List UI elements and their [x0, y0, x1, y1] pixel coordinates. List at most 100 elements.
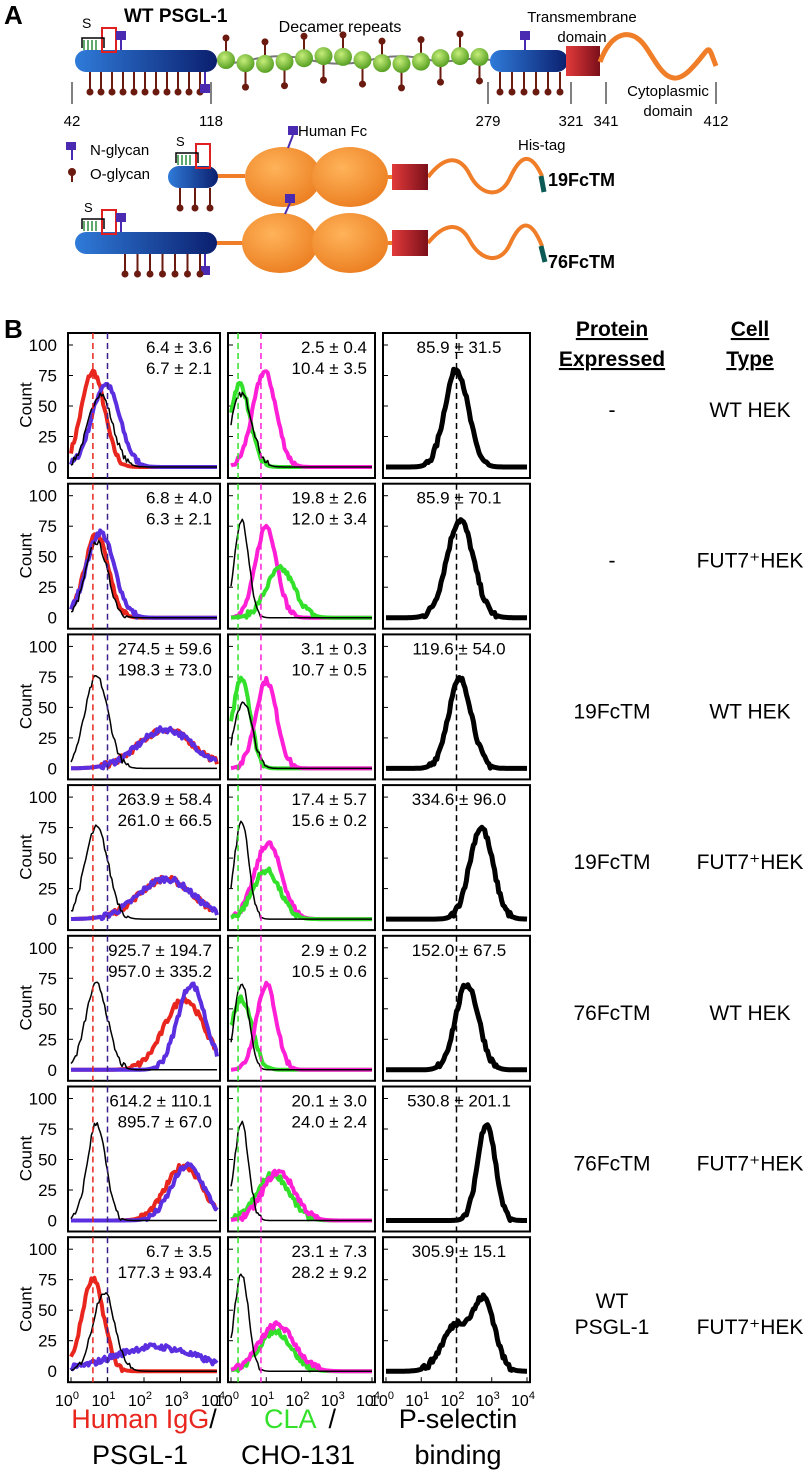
- o-glycan: [171, 270, 179, 278]
- x-tick-base: 10: [405, 1393, 423, 1410]
- o-glycan: [261, 38, 269, 46]
- o-glycan: [184, 270, 191, 278]
- protein-label: 76FcTM: [573, 1153, 650, 1176]
- mfi-label: 17.4 ± 5.7: [292, 790, 368, 809]
- x-tick-base: 10: [441, 1393, 459, 1410]
- y-tick-label: 25: [38, 1181, 57, 1200]
- y-tick-label: 25: [38, 729, 57, 748]
- histogram: [230, 1168, 373, 1223]
- histogram: [70, 875, 219, 922]
- x-tick-label: 101: [250, 1390, 274, 1410]
- y-tick-label: 75: [38, 517, 57, 536]
- histogram: [70, 675, 217, 770]
- protein-label: -: [609, 399, 616, 422]
- label: S: [82, 15, 91, 31]
- mfi-label: 152.0 ± 67.5: [412, 941, 506, 960]
- column-header: Expressed: [559, 348, 665, 371]
- label: S: [84, 200, 93, 215]
- n-glycan: [116, 213, 126, 222]
- mfi-label: 6.3 ± 2.1: [146, 510, 212, 529]
- legend-label: N-glycan: [90, 142, 149, 159]
- mfi-label: 614.2 ± 110.1: [109, 1092, 212, 1111]
- o-glycan: [185, 88, 193, 96]
- o-glycan: [163, 88, 171, 96]
- y-tick-label: 100: [29, 1240, 57, 1259]
- x-tick-exponent: 0: [233, 1390, 239, 1402]
- x-tick-exponent: 3: [494, 1390, 500, 1402]
- x-tick-base: 10: [286, 1393, 304, 1410]
- bead: [431, 49, 450, 68]
- o-glycan: [398, 84, 405, 92]
- o-glycan: [544, 88, 552, 96]
- x-tick-exponent: 0: [73, 1390, 79, 1402]
- x-tick-label: 104: [356, 1390, 380, 1410]
- o-glycan: [417, 36, 425, 44]
- o-glycan: [281, 82, 288, 90]
- x-tick-label: 102: [286, 1390, 310, 1410]
- mfi-label: 6.7 ± 3.5: [146, 1242, 212, 1261]
- bead: [236, 54, 255, 73]
- histogram: [69, 1342, 219, 1372]
- panel-label: A: [4, 0, 23, 30]
- x-tick-label: 102: [128, 1390, 152, 1410]
- x-tick-base: 10: [55, 1393, 73, 1410]
- histogram: [70, 1122, 217, 1222]
- cell-type: WT HEK: [709, 700, 790, 723]
- histogram: [230, 1170, 373, 1223]
- axis-title-part: /: [209, 1404, 217, 1434]
- cell-type: FUT7⁺HEK: [697, 550, 804, 573]
- construct-label: 19FcTM: [548, 170, 615, 190]
- axis-title: Count: [16, 683, 35, 729]
- panel-label: B: [4, 314, 23, 344]
- histogram: [70, 1161, 219, 1223]
- column-header: Protein: [576, 318, 648, 341]
- histogram: [230, 840, 373, 922]
- legend-label: O-glycan: [90, 166, 150, 183]
- x-tick-base: 10: [92, 1393, 110, 1410]
- mfi-label: 263.9 ± 58.4: [118, 790, 212, 809]
- 19fctm-diagram: [168, 126, 547, 207]
- y-tick-label: 0: [48, 1061, 57, 1080]
- x-tick-base: 10: [370, 1393, 388, 1410]
- histogram: [70, 1292, 217, 1372]
- column-header: Type: [726, 348, 773, 371]
- y-tick-label: 50: [38, 698, 57, 717]
- x-tick-label: 102: [441, 1390, 465, 1410]
- y-tick-label: 75: [38, 668, 57, 687]
- mfi-label: 198.3 ± 73.0: [118, 660, 212, 679]
- o-glycan: [159, 270, 166, 278]
- y-tick-label: 25: [38, 428, 57, 447]
- x-tick-exponent: 1: [423, 1390, 429, 1402]
- y-tick-label: 0: [48, 910, 57, 929]
- position-label: 118: [199, 113, 223, 130]
- o-glycan: [456, 30, 464, 38]
- x-tick-base: 10: [201, 1393, 219, 1410]
- histogram: [230, 1120, 372, 1222]
- bead: [353, 51, 372, 70]
- mfi-label: 895.7 ± 67.0: [118, 1113, 212, 1132]
- y-tick-label: 75: [38, 1120, 57, 1139]
- o-glycan: [176, 204, 184, 212]
- label: domain: [557, 29, 606, 46]
- histogram: [230, 518, 372, 619]
- bead: [334, 47, 352, 66]
- column-header: Cell: [731, 318, 770, 341]
- o-glycan: [191, 204, 199, 212]
- mfi-label: 6.7 ± 2.1: [146, 359, 212, 378]
- histogram: [70, 392, 217, 468]
- mfi-label: 119.6 ± 54.0: [412, 639, 505, 658]
- x-tick-label: 104: [201, 1390, 225, 1410]
- axis-title: Count: [16, 382, 35, 428]
- o-glycan: [206, 204, 214, 212]
- x-tick-base: 10: [165, 1393, 183, 1410]
- position-label: 412: [703, 113, 728, 130]
- mfi-label: 85.9 ± 70.1: [417, 489, 502, 508]
- x-tick-exponent: 4: [529, 1390, 535, 1402]
- x-tick-exponent: 0: [388, 1390, 394, 1402]
- histogram: [230, 983, 372, 1071]
- x-tick-base: 10: [128, 1393, 146, 1410]
- cell-type: WT HEK: [709, 1002, 790, 1025]
- o-glycan: [508, 88, 516, 96]
- o-glycan: [86, 88, 94, 96]
